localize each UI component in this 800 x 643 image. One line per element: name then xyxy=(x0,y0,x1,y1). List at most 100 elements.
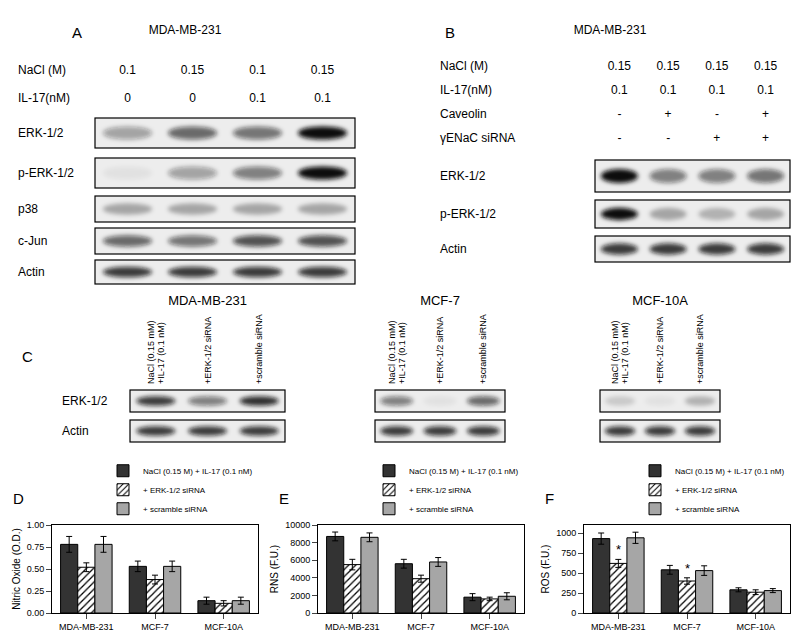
svg-text:+ scramble siRNA: + scramble siRNA xyxy=(143,505,208,514)
svg-text:ERK-1/2: ERK-1/2 xyxy=(440,169,486,183)
svg-text:MDA-MB-231: MDA-MB-231 xyxy=(325,622,380,632)
svg-text:p-ERK-1/2: p-ERK-1/2 xyxy=(440,207,496,221)
svg-text:ERK-1/2: ERK-1/2 xyxy=(18,126,64,140)
svg-text:0.1: 0.1 xyxy=(660,83,677,97)
svg-text:0.15: 0.15 xyxy=(754,59,778,73)
svg-text:4000: 4000 xyxy=(290,573,310,583)
svg-text:750: 750 xyxy=(561,548,576,558)
svg-text:0.50: 0.50 xyxy=(27,564,45,574)
svg-text:NaCl (M): NaCl (M) xyxy=(440,59,488,73)
svg-text:0.1: 0.1 xyxy=(249,63,266,77)
svg-text:0.15: 0.15 xyxy=(181,63,205,77)
svg-text:+: + xyxy=(665,107,672,121)
svg-text:+ ERK-1/2 siRNA: + ERK-1/2 siRNA xyxy=(675,486,738,495)
svg-text:NaCl (0.15 mM): NaCl (0.15 mM) xyxy=(387,320,397,384)
svg-text:MCF-10A: MCF-10A xyxy=(736,622,775,632)
svg-text:*: * xyxy=(685,561,690,576)
svg-text:-: - xyxy=(666,131,670,145)
svg-text:MDA-MB-231: MDA-MB-231 xyxy=(591,622,646,632)
svg-text:*: * xyxy=(616,542,621,557)
svg-text:MCF-10A: MCF-10A xyxy=(204,622,243,632)
svg-text:p-ERK-1/2: p-ERK-1/2 xyxy=(18,166,74,180)
svg-text:F: F xyxy=(545,490,554,507)
svg-text:p38: p38 xyxy=(18,202,38,216)
svg-text:ERK-1/2: ERK-1/2 xyxy=(62,394,108,408)
svg-text:γENaC siRNA: γENaC siRNA xyxy=(440,131,515,145)
svg-text:+ERK-1/2 siRNA: +ERK-1/2 siRNA xyxy=(655,317,665,384)
svg-text:Actin: Actin xyxy=(62,424,89,438)
svg-text:0.1: 0.1 xyxy=(314,91,331,105)
svg-text:IL-17(nM): IL-17(nM) xyxy=(18,91,70,105)
svg-text:NaCl (0.15 M) + IL-17 (0.1 nM): NaCl (0.15 M) + IL-17 (0.1 nM) xyxy=(409,467,518,476)
svg-text:+ERK-1/2 siRNA: +ERK-1/2 siRNA xyxy=(435,317,445,384)
svg-text:MCF-10A: MCF-10A xyxy=(470,622,509,632)
svg-text:0.1: 0.1 xyxy=(119,63,136,77)
svg-text:1.00: 1.00 xyxy=(27,520,45,530)
svg-text:+scramble siRNA: +scramble siRNA xyxy=(695,314,705,384)
svg-text:0.00: 0.00 xyxy=(27,608,45,618)
svg-text:ROS (F.U.): ROS (F.U.) xyxy=(540,545,551,594)
svg-text:500: 500 xyxy=(561,568,576,578)
svg-text:Caveolin: Caveolin xyxy=(440,107,487,121)
svg-text:A: A xyxy=(72,24,82,41)
svg-text:+scramble siRNA: +scramble siRNA xyxy=(254,314,264,384)
svg-text:Nitric Oxide (O.D.): Nitric Oxide (O.D.) xyxy=(11,528,22,610)
svg-text:0: 0 xyxy=(189,91,196,105)
svg-text:+ scramble siRNA: + scramble siRNA xyxy=(409,505,474,514)
svg-text:0: 0 xyxy=(571,608,576,618)
svg-text:+ scramble siRNA: + scramble siRNA xyxy=(675,505,740,514)
svg-text:0: 0 xyxy=(124,91,131,105)
svg-text:1000: 1000 xyxy=(556,528,576,538)
svg-text:0.15: 0.15 xyxy=(311,63,335,77)
svg-text:Actin: Actin xyxy=(440,242,467,256)
svg-text:MCF-7: MCF-7 xyxy=(673,622,701,632)
svg-text:MDA-MB-231: MDA-MB-231 xyxy=(59,622,114,632)
svg-text:B: B xyxy=(445,24,455,41)
svg-text:+ ERK-1/2 siRNA: + ERK-1/2 siRNA xyxy=(409,486,472,495)
svg-text:NaCl (0.15 mM): NaCl (0.15 mM) xyxy=(146,320,156,384)
svg-text:+IL-17 (0.1 nM): +IL-17 (0.1 nM) xyxy=(397,322,407,384)
svg-text:Actin: Actin xyxy=(18,265,45,279)
svg-text:0.75: 0.75 xyxy=(27,542,45,552)
svg-text:0: 0 xyxy=(305,608,310,618)
svg-text:MCF-7: MCF-7 xyxy=(420,293,460,308)
svg-text:8000: 8000 xyxy=(290,538,310,548)
svg-text:+: + xyxy=(762,107,769,121)
svg-text:+ ERK-1/2 siRNA: + ERK-1/2 siRNA xyxy=(143,486,206,495)
svg-text:2000: 2000 xyxy=(290,591,310,601)
svg-text:6000: 6000 xyxy=(290,555,310,565)
svg-text:D: D xyxy=(13,490,24,507)
svg-text:0.15: 0.15 xyxy=(705,59,729,73)
svg-text:MCF-7: MCF-7 xyxy=(407,622,435,632)
svg-text:c-Jun: c-Jun xyxy=(18,234,47,248)
svg-text:10000: 10000 xyxy=(285,520,310,530)
svg-text:MDA-MB-231: MDA-MB-231 xyxy=(168,293,247,308)
svg-text:+ERK-1/2 siRNA: +ERK-1/2 siRNA xyxy=(203,317,213,384)
svg-text:0.1: 0.1 xyxy=(709,83,726,97)
svg-text:0.1: 0.1 xyxy=(611,83,628,97)
svg-text:IL-17(nM): IL-17(nM) xyxy=(440,83,492,97)
svg-text:MCF-7: MCF-7 xyxy=(141,622,169,632)
svg-text:0.15: 0.15 xyxy=(656,59,680,73)
svg-text:NaCl (0.15 mM): NaCl (0.15 mM) xyxy=(610,320,620,384)
svg-text:-: - xyxy=(617,131,621,145)
svg-text:-: - xyxy=(617,107,621,121)
svg-text:+IL-17 (0.1 nM): +IL-17 (0.1 nM) xyxy=(620,322,630,384)
svg-text:NaCl (M): NaCl (M) xyxy=(18,63,66,77)
svg-text:0.15: 0.15 xyxy=(608,59,632,73)
svg-text:0.25: 0.25 xyxy=(27,586,45,596)
svg-text:MDA-MB-231: MDA-MB-231 xyxy=(149,23,222,37)
svg-text:C: C xyxy=(22,348,33,365)
svg-text:+: + xyxy=(713,131,720,145)
svg-text:E: E xyxy=(279,490,289,507)
svg-text:+IL-17 (0.1 nM): +IL-17 (0.1 nM) xyxy=(156,322,166,384)
svg-text:NaCl (0.15 M) + IL-17 (0.1 nM): NaCl (0.15 M) + IL-17 (0.1 nM) xyxy=(675,467,784,476)
svg-text:0.1: 0.1 xyxy=(757,83,774,97)
svg-text:0.1: 0.1 xyxy=(249,91,266,105)
svg-text:RNS (F.U.): RNS (F.U.) xyxy=(269,545,280,593)
svg-text:MCF-10A: MCF-10A xyxy=(632,293,688,308)
svg-text:250: 250 xyxy=(561,588,576,598)
svg-text:NaCl (0.15 M) + IL-17 (0.1 nM): NaCl (0.15 M) + IL-17 (0.1 nM) xyxy=(143,467,252,476)
svg-text:+scramble siRNA: +scramble siRNA xyxy=(478,314,488,384)
svg-text:+: + xyxy=(762,131,769,145)
